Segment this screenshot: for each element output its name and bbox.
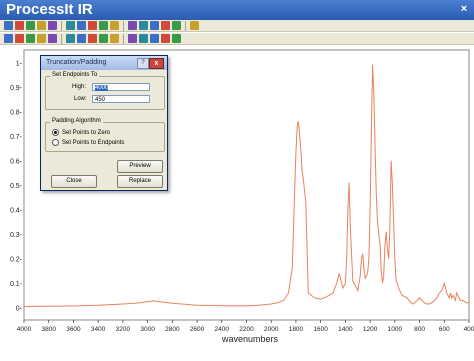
x-axis: 4000 3800 3600 3400 3200 3000 2800 2600 2400 2200…: [17, 320, 474, 333]
overlay-icon[interactable]: [26, 34, 35, 43]
y-tick-label: 1-: [16, 60, 23, 67]
open-icon[interactable]: [15, 21, 24, 30]
cut-icon[interactable]: [48, 21, 57, 30]
x-tick-label: 1400: [338, 326, 353, 333]
y-tick-label: 0.6-: [10, 158, 23, 165]
toolbar-secondary: [0, 33, 474, 45]
preview-button[interactable]: Preview: [117, 160, 163, 173]
toolbar-separator: [123, 20, 124, 31]
low-label: Low:: [74, 96, 87, 102]
peak-icon[interactable]: [150, 21, 159, 30]
smooth-icon[interactable]: [99, 34, 108, 43]
stack-icon[interactable]: [37, 34, 46, 43]
pan-icon[interactable]: [128, 21, 137, 30]
y-tick-label: 0.4-: [10, 208, 23, 215]
y-tick-label: 0.3-: [10, 232, 23, 239]
toolbar-separator: [61, 20, 62, 31]
export-icon[interactable]: [150, 34, 159, 43]
window-close-button[interactable]: ×: [460, 3, 468, 15]
x-tick-label: 3400: [91, 326, 106, 333]
x-tick-label: 4000: [17, 326, 32, 333]
color-icon[interactable]: [48, 34, 57, 43]
toolbar-primary: [0, 20, 474, 32]
toolbar-separator: [185, 20, 186, 31]
flip-icon[interactable]: [77, 34, 86, 43]
y-tick-label: 0.8-: [10, 109, 23, 116]
spectrum-line: [23, 64, 469, 307]
high-value: 4000: [95, 85, 109, 91]
toolbar-separator: [61, 33, 62, 44]
x-tick-label: 2800: [165, 326, 180, 333]
y-tick-label: 0.1-: [10, 281, 23, 288]
y-tick-label: 0.5-: [10, 183, 23, 190]
x-tick-label: 1000: [388, 326, 403, 333]
x-tick-label: 2200: [239, 326, 254, 333]
cursor-icon[interactable]: [139, 21, 148, 30]
low-value: 450: [95, 97, 106, 103]
x-axis-label: wavenumbers: [221, 334, 279, 344]
radio-endpoints-indicator[interactable]: [52, 139, 59, 146]
high-input[interactable]: 4000: [92, 83, 150, 91]
redo-icon[interactable]: [88, 21, 97, 30]
bar-icon[interactable]: [128, 34, 137, 43]
truncation-padding-dialog: Truncation/Padding ? x Set Endpoints To …: [40, 55, 168, 191]
app-title: ProcessIt IR: [6, 1, 93, 18]
high-label: High:: [72, 84, 87, 90]
paste-icon[interactable]: [66, 21, 75, 30]
dialog-help-button[interactable]: ?: [137, 58, 149, 69]
x-tick-label: 1600: [313, 326, 328, 333]
close-button[interactable]: Close: [51, 175, 97, 188]
x-tick-label: 3200: [116, 326, 131, 333]
radio-zero-label: Set Points to Zero: [62, 129, 111, 136]
endpoints-group: Set Endpoints To High: 4000 Low: 450: [45, 72, 165, 110]
zoom-out-icon[interactable]: [110, 21, 119, 30]
y-tick-label: 0.7-: [10, 134, 23, 141]
dialog-close-x-button[interactable]: x: [149, 58, 164, 69]
radio-endpoints-label: Set Points to Endpoints: [62, 139, 125, 146]
y-tick-label: 0.9-: [10, 85, 23, 92]
x-tick-label: 600: [439, 326, 450, 333]
x-tick-label: 3600: [66, 326, 81, 333]
toolbar-separator: [123, 33, 124, 44]
radio-set-endpoints[interactable]: Set Points to Endpoints: [52, 139, 124, 146]
grid-icon[interactable]: [15, 34, 24, 43]
label-icon[interactable]: [66, 34, 75, 43]
print-icon[interactable]: [26, 21, 35, 30]
derivative-icon[interactable]: [110, 34, 119, 43]
title-bar: ProcessIt IR ×: [0, 0, 474, 20]
arrow-icon[interactable]: [4, 34, 13, 43]
zoom-in-icon[interactable]: [99, 21, 108, 30]
close-icon[interactable]: [190, 21, 199, 30]
x-tick-label: 400: [464, 326, 474, 333]
x-tick-label: 1200: [363, 326, 378, 333]
x-tick-label: 2400: [215, 326, 230, 333]
x-tick-label: 1800: [289, 326, 304, 333]
report-icon[interactable]: [161, 34, 170, 43]
y-axis: 0- 0.1- 0.2- 0.3- 0.4- 0.5- 0.6- 0.7- 0.8- 0.9- 1-: [10, 60, 23, 312]
radio-zero-indicator[interactable]: [52, 129, 59, 136]
x-tick-label: 2600: [190, 326, 205, 333]
dialog-title: Truncation/Padding: [46, 59, 107, 66]
scale-icon[interactable]: [88, 34, 97, 43]
replace-button[interactable]: Replace: [117, 175, 163, 188]
help-icon[interactable]: [172, 34, 181, 43]
endpoints-group-label: Set Endpoints To: [50, 72, 100, 78]
padding-group-label: Padding Algorithm: [50, 118, 103, 124]
copy-icon[interactable]: [37, 21, 46, 30]
undo-icon[interactable]: [77, 21, 86, 30]
x-tick-label: 800: [414, 326, 425, 333]
x-tick-label: 2000: [264, 326, 279, 333]
y-tick-label: 0.2-: [10, 257, 23, 264]
radio-set-zero[interactable]: Set Points to Zero: [52, 129, 110, 136]
x-tick-label: 3800: [41, 326, 56, 333]
table-icon[interactable]: [139, 34, 148, 43]
low-input[interactable]: 450: [92, 95, 150, 103]
x-tick-label: 3000: [140, 326, 155, 333]
dialog-title-bar: Truncation/Padding ? x: [41, 56, 167, 70]
integrate-icon[interactable]: [172, 21, 181, 30]
baseline-icon[interactable]: [161, 21, 170, 30]
padding-group: Padding Algorithm Set Points to Zero Set…: [45, 118, 165, 152]
y-tick-label: 0-: [16, 306, 23, 313]
save-icon[interactable]: [4, 21, 13, 30]
